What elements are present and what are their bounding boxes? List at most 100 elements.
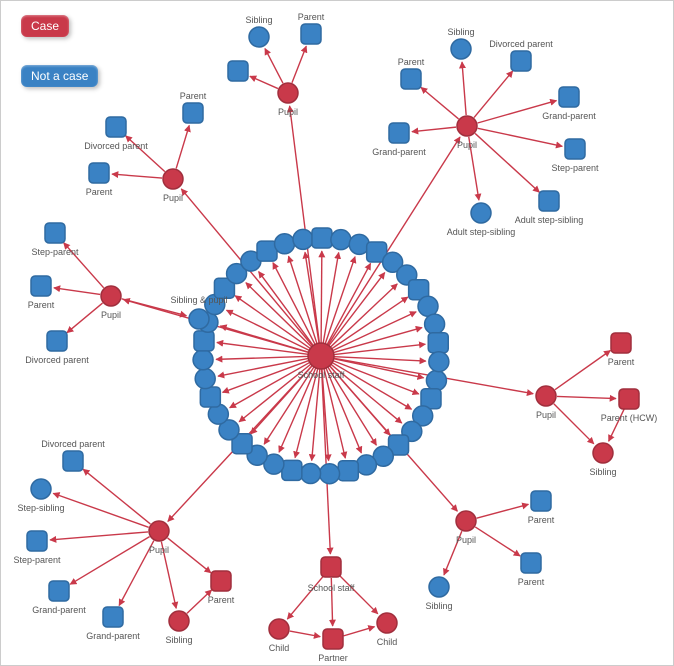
case-square-node (211, 571, 231, 591)
edge (332, 358, 424, 378)
edge (609, 409, 625, 441)
edge (330, 362, 411, 410)
notcase-square-node (559, 87, 579, 107)
notcase-square-node (183, 103, 203, 123)
notcase-square-node (401, 69, 421, 89)
case-circle-node (456, 511, 476, 531)
notcase-square-node (565, 139, 585, 159)
edge (554, 404, 594, 444)
notcase-circle-node (356, 455, 376, 475)
edge (218, 358, 310, 376)
notcase-square-node (338, 461, 358, 481)
edge (327, 365, 377, 445)
notcase-circle-node (301, 464, 321, 484)
legend-case: Case (21, 15, 69, 37)
edge (126, 136, 165, 172)
notcase-circle-node (193, 350, 213, 370)
edge (290, 106, 320, 345)
notcase-square-node (31, 276, 51, 296)
notcase-circle-node (275, 234, 295, 254)
edge (305, 252, 319, 345)
edge (329, 284, 397, 349)
notcase-square-node (511, 51, 531, 71)
edge (264, 365, 315, 444)
edge (331, 312, 416, 352)
case-circle-node (101, 286, 121, 306)
notcase-circle-node (451, 39, 471, 59)
edge (329, 363, 401, 423)
edge (421, 87, 459, 119)
case-circle-node (377, 613, 397, 633)
edge (279, 366, 317, 452)
notcase-square-node (27, 531, 47, 551)
edge (67, 303, 103, 333)
case-circle-node (278, 83, 298, 103)
edge (122, 299, 187, 316)
notcase-square-node (539, 191, 559, 211)
edge (444, 531, 462, 575)
notcase-square-node (194, 331, 214, 351)
notcase-circle-node (195, 369, 215, 389)
edge (265, 49, 283, 84)
notcase-circle-node (429, 352, 449, 372)
notcase-square-node (89, 163, 109, 183)
notcase-circle-node (331, 230, 351, 250)
edge (187, 590, 212, 613)
edge (216, 356, 310, 359)
notcase-square-node (49, 581, 69, 601)
notcase-square-node (200, 387, 220, 407)
edge (168, 538, 211, 573)
notcase-square-node (47, 331, 67, 351)
edge (292, 46, 306, 83)
edge (64, 243, 104, 288)
edge (475, 133, 539, 192)
case-square-node (619, 389, 639, 409)
notcase-square-node (389, 123, 409, 143)
notcase-square-node (282, 460, 302, 480)
edge (412, 127, 456, 132)
notcase-circle-node (249, 27, 269, 47)
edge (50, 532, 148, 540)
notcase-circle-node (189, 309, 209, 329)
edge (331, 578, 332, 626)
edge (475, 527, 520, 556)
edge (290, 631, 320, 637)
notcase-circle-node (31, 479, 51, 499)
edge (239, 363, 312, 422)
edge (250, 76, 278, 88)
notcase-circle-node (471, 203, 491, 223)
edge (119, 541, 154, 606)
edge (477, 504, 529, 518)
case-circle-node (593, 443, 613, 463)
edge (287, 575, 324, 619)
notcase-square-node (106, 117, 126, 137)
notcase-square-node (63, 451, 83, 471)
notcase-square-node (103, 607, 123, 627)
edge (469, 137, 479, 200)
notcase-circle-node (426, 371, 446, 391)
edge (557, 396, 616, 398)
case-circle-node (169, 611, 189, 631)
notcase-circle-node (429, 577, 449, 597)
case-square-node (611, 333, 631, 353)
edge (54, 288, 100, 295)
case-circle-node (149, 521, 169, 541)
edge (112, 174, 162, 178)
edge (161, 542, 176, 609)
case-square-node (321, 557, 341, 577)
edge (312, 367, 320, 461)
case-square-node (323, 629, 343, 649)
edge (344, 627, 375, 636)
case-circle-node (457, 116, 477, 136)
notcase-square-node (531, 491, 551, 511)
notcase-square-node (228, 61, 248, 81)
edge (462, 62, 466, 115)
edge (555, 351, 610, 390)
edge (176, 125, 189, 168)
edges-layer (50, 46, 624, 637)
case-circle-node (269, 619, 289, 639)
notcase-circle-node (293, 229, 313, 249)
notcase-circle-node (425, 314, 445, 334)
edge (246, 283, 313, 349)
notcase-square-node (301, 24, 321, 44)
